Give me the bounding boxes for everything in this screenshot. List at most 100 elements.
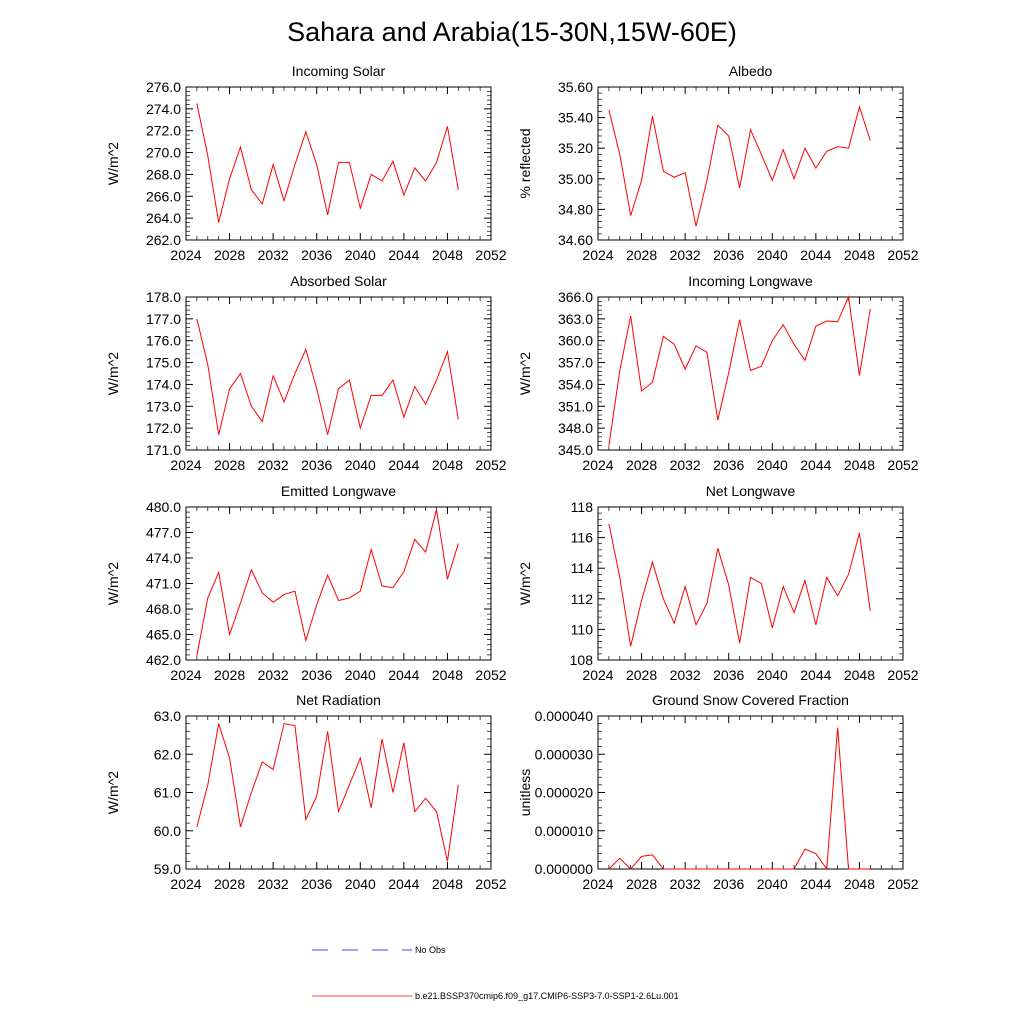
x-tick-label: 2028: [214, 667, 245, 683]
x-tick-label: 2032: [258, 876, 289, 892]
x-tick-label: 2032: [258, 457, 289, 473]
y-tick-label: 0.000030: [535, 746, 594, 762]
legend: No Obs b.e21.BSSP370cmip6.f09_g17.CMIP6-…: [312, 945, 679, 1001]
x-tick-label: 2036: [713, 876, 744, 892]
x-tick-label: 2024: [582, 457, 613, 473]
y-tick-label: 171.0: [146, 442, 181, 458]
x-tick-label: 2040: [345, 667, 376, 683]
plot-frame: [185, 296, 492, 451]
y-tick-label: 176.0: [146, 333, 181, 349]
y-axis-label: unitless: [517, 769, 533, 816]
x-tick-label: 2028: [214, 457, 245, 473]
x-tick-label: 2032: [670, 457, 701, 473]
x-tick-label: 2052: [475, 876, 506, 892]
y-tick-label: 264.0: [146, 210, 181, 226]
panel-7: Ground Snow Covered Fractionunitless0.00…: [517, 692, 919, 892]
y-tick-label: 61.0: [154, 785, 181, 801]
y-tick-label: 0.000010: [535, 823, 594, 839]
plot-frame: [185, 715, 492, 870]
x-tick-label: 2052: [887, 247, 918, 263]
x-tick-label: 2052: [887, 457, 918, 473]
x-tick-label: 2028: [214, 247, 245, 263]
panel-3: Incoming Longwave W/m^2 345.0 348.0 351.0 354…: [517, 273, 919, 473]
y-tick-label: 60.0: [154, 823, 181, 839]
x-tick-label: 2028: [626, 247, 657, 263]
y-tick-label: 468.0: [146, 601, 181, 617]
panel-1: Albedo % reflected 34.60 34.80 35.00 35.20 35.…: [517, 63, 919, 263]
x-tick-label: 2052: [475, 457, 506, 473]
y-tick-label: 34.80: [558, 201, 593, 217]
y-tick-label: 465.0: [146, 627, 181, 643]
x-tick-label: 2048: [844, 247, 875, 263]
y-tick-label: 63.0: [154, 708, 181, 724]
panel-6: Net Radiation W/m^2 59.0 60.0 61.0 62.0 63.0 20…: [105, 692, 507, 892]
panel-4: Emitted Longwave W/m^2 462.0 465.0 468.0 471.…: [105, 483, 507, 683]
x-tick-label: 2036: [713, 667, 744, 683]
series-line: [196, 103, 459, 223]
x-tick-label: 2024: [170, 247, 201, 263]
x-tick-label: 2036: [301, 667, 332, 683]
y-tick-label: 34.60: [558, 232, 593, 248]
plot-frame: [185, 506, 492, 661]
x-tick-label: 2040: [345, 876, 376, 892]
x-tick-label: 2044: [388, 247, 419, 263]
x-tick-label: 2032: [670, 667, 701, 683]
series-line: [196, 318, 459, 435]
x-tick-label: 2044: [388, 876, 419, 892]
y-axis-label: W/m^2: [105, 562, 121, 605]
x-tick-label: 2032: [258, 247, 289, 263]
plot-frame: [597, 296, 904, 451]
x-tick-label: 2044: [388, 667, 419, 683]
x-tick-label: 2044: [388, 457, 419, 473]
plot-frame: [597, 506, 904, 661]
legend-obs-label: No Obs: [415, 945, 446, 955]
panels: Incoming Solar W/m^2 262.0 264.0 266.0 268.0 2…: [105, 63, 919, 892]
x-tick-label: 2024: [582, 247, 613, 263]
x-tick-label: 2052: [475, 247, 506, 263]
y-tick-label: 174.0: [146, 376, 181, 392]
x-tick-label: 2036: [301, 876, 332, 892]
x-tick-label: 2048: [844, 876, 875, 892]
x-tick-label: 2024: [582, 876, 613, 892]
x-tick-label: 2032: [670, 876, 701, 892]
x-tick-label: 2048: [432, 247, 463, 263]
x-tick-label: 2024: [170, 457, 201, 473]
y-axis-label: W/m^2: [105, 142, 121, 185]
x-tick-label: 2024: [582, 667, 613, 683]
y-tick-label: 471.0: [146, 576, 181, 592]
y-tick-label: 35.40: [558, 110, 593, 126]
panel-2: Absorbed Solar W/m^2 171.0 172.0 173.0 174.0 1…: [105, 273, 507, 473]
panel-title: Emitted Longwave: [281, 483, 396, 499]
y-tick-label: 178.0: [146, 289, 181, 305]
panel-title: Absorbed Solar: [290, 273, 387, 289]
x-tick-label: 2052: [887, 667, 918, 683]
y-tick-label: 0.000020: [535, 785, 594, 801]
x-tick-label: 2036: [301, 457, 332, 473]
x-tick-label: 2024: [170, 667, 201, 683]
x-tick-label: 2028: [626, 667, 657, 683]
y-tick-label: 363.0: [558, 311, 593, 327]
y-tick-label: 35.00: [558, 171, 593, 187]
plot-frame: [597, 86, 904, 241]
legend-model-label: b.e21.BSSP370cmip6.f09_g17.CMIP6-SSP3-7.…: [415, 991, 679, 1001]
y-tick-label: 35.60: [558, 79, 593, 95]
x-tick-label: 2036: [301, 247, 332, 263]
series-line: [608, 523, 871, 647]
y-tick-label: 348.0: [558, 420, 593, 436]
x-tick-label: 2032: [670, 247, 701, 263]
series-line: [196, 509, 459, 656]
y-axis-label: W/m^2: [517, 352, 533, 395]
y-tick-label: 357.0: [558, 355, 593, 371]
x-tick-label: 2052: [475, 667, 506, 683]
x-tick-label: 2028: [214, 876, 245, 892]
y-tick-label: 172.0: [146, 420, 181, 436]
y-tick-label: 360.0: [558, 333, 593, 349]
x-tick-label: 2044: [800, 457, 831, 473]
x-tick-label: 2040: [757, 247, 788, 263]
y-tick-label: 266.0: [146, 188, 181, 204]
y-tick-label: 35.20: [558, 140, 593, 156]
y-tick-label: 116: [571, 530, 594, 546]
y-tick-label: 480.0: [146, 499, 181, 515]
y-tick-label: 268.0: [146, 166, 181, 182]
x-tick-label: 2044: [800, 876, 831, 892]
